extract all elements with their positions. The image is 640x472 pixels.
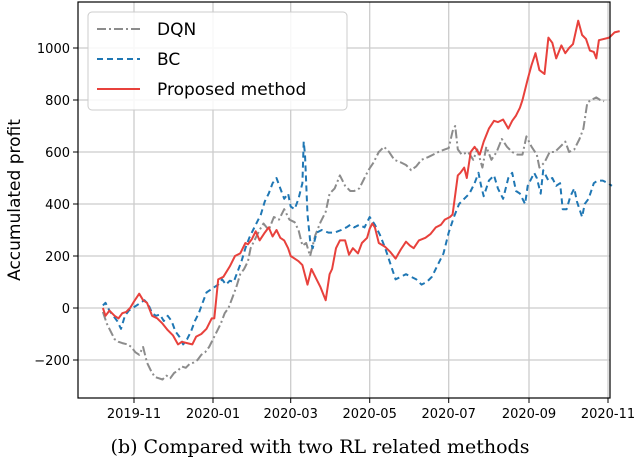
x-tick-label: 2020-03	[264, 407, 318, 422]
series-line-proposed-method	[101, 19, 620, 346]
y-tick-label: −200	[34, 354, 70, 369]
y-tick-label: 1000	[37, 42, 70, 57]
x-tick-label: 2020-07	[422, 407, 476, 422]
series-line-bc	[102, 140, 613, 346]
y-tick-label: 200	[45, 250, 70, 265]
data-series	[101, 19, 620, 381]
x-tick-label: 2020-11	[581, 407, 635, 422]
line-chart: 2019-11 2020-01 2020-03 2020-05 2020-07 2020-…	[5, 1, 635, 422]
legend-label-bc: BC	[157, 50, 180, 70]
y-tick-label: 600	[45, 146, 70, 161]
y-axis-label: Accumulated profit	[5, 119, 25, 281]
x-tick-label: 2019-11	[107, 407, 161, 422]
y-tick-label: 0	[62, 302, 70, 317]
x-tick-label: 2020-01	[186, 407, 240, 422]
y-tick-label: 800	[45, 94, 70, 109]
legend-box	[87, 11, 348, 111]
y-tick-label: 400	[45, 198, 70, 213]
x-axis-ticks: 2019-11 2020-01 2020-03 2020-05 2020-07 2020-…	[107, 398, 635, 422]
x-tick-label: 2020-05	[343, 407, 397, 422]
legend: DQN BC Proposed method	[87, 11, 348, 111]
y-axis-ticks: −200 0 200 400 600 800 1000	[34, 42, 78, 369]
plot-frame	[77, 1, 611, 399]
legend-label-proposed: Proposed method	[157, 80, 306, 100]
series-line-dqn	[101, 96, 605, 381]
legend-label-dqn: DQN	[157, 20, 196, 40]
figure-caption: (b) Compared with two RL related methods	[110, 436, 530, 458]
x-tick-label: 2020-09	[502, 407, 556, 422]
